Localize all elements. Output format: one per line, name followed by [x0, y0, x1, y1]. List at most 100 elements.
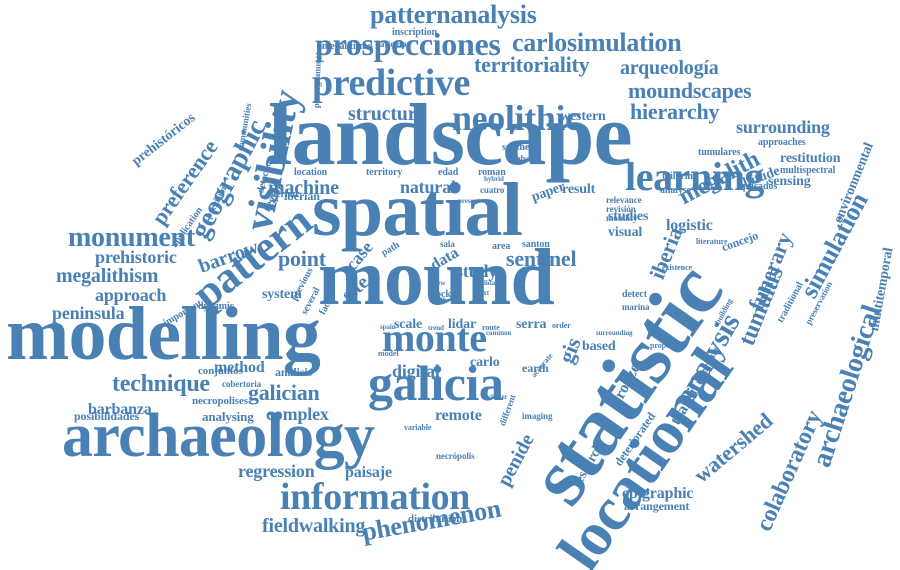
word-48: prehistoric — [95, 247, 177, 267]
word-95: necropolises — [192, 395, 248, 407]
word-70: logistic — [666, 217, 713, 234]
word-112: roman — [478, 167, 506, 178]
word-136: marina — [622, 302, 650, 312]
word-102: aplicados — [738, 181, 778, 192]
word-11: predictive — [312, 62, 471, 104]
word-46: posibilidades — [74, 409, 140, 423]
word-22: monument — [68, 222, 195, 253]
word-3: modelling — [6, 292, 321, 376]
word-142: properties — [650, 341, 685, 350]
word-131: area — [492, 241, 511, 252]
word-138: literature — [696, 237, 728, 246]
word-7: galicia — [368, 355, 504, 411]
word-114: iberian — [268, 189, 298, 200]
word-104: analyse — [660, 185, 691, 196]
word-158: surrounding — [596, 329, 633, 337]
word-12: learning — [625, 154, 765, 199]
word-8: information — [280, 476, 471, 518]
word-94: conjuntos — [198, 365, 243, 377]
word-105: relevance — [606, 195, 642, 205]
word-16: prospecciones — [315, 26, 501, 62]
word-73: result — [562, 182, 596, 197]
word-82: serra — [516, 317, 547, 332]
word-59: study — [456, 261, 498, 281]
word-152: hybrid — [484, 175, 504, 183]
word-41: remote — [435, 407, 482, 424]
word-43: galician — [248, 380, 320, 405]
word-103: tailoring — [662, 171, 698, 182]
word-24: hierarchy — [630, 99, 720, 124]
word-106: revisión — [606, 204, 636, 214]
word-29: simulation — [794, 188, 874, 303]
word-146: variable — [404, 423, 432, 432]
word-157: common — [486, 329, 512, 337]
word-50: peninsula — [52, 303, 125, 323]
word-28: surrounding — [736, 117, 830, 137]
word-156: lidar — [484, 279, 499, 287]
word-148: spain — [380, 323, 396, 331]
word-151: cuatro — [480, 185, 505, 195]
word-62: system — [262, 287, 302, 302]
word-135: detect — [622, 289, 647, 300]
word-60: digital — [392, 361, 440, 381]
word-108: southern — [502, 142, 539, 153]
word-78: multitemporal — [867, 246, 897, 333]
word-92: analysing — [202, 409, 254, 424]
word-117: attempt — [380, 39, 410, 49]
word-147: model — [378, 349, 399, 358]
word-110: territory — [366, 167, 403, 178]
word-133: route — [482, 323, 500, 332]
word-84: carlo — [470, 355, 500, 370]
word-132: sala — [440, 239, 455, 249]
word-17: patternanalysis — [370, 0, 537, 29]
word-6: archaeology — [62, 402, 375, 470]
word-1: spatial — [312, 168, 523, 252]
word-149: trend — [428, 324, 444, 332]
word-130: santon — [522, 239, 550, 250]
word-47: megalithism — [56, 265, 159, 287]
word-153: present — [458, 197, 480, 205]
word-51: point — [278, 246, 326, 271]
word-144: cluster — [488, 393, 508, 401]
word-61: method — [214, 359, 265, 376]
word-115: megalitismo — [322, 41, 373, 52]
word-2: mound — [318, 234, 555, 322]
word-98: western — [560, 109, 606, 124]
word-44: technique — [112, 371, 210, 397]
word-116: inscription — [392, 27, 438, 38]
word-81: lidar — [448, 317, 477, 332]
word-129: rock — [432, 289, 451, 300]
word-137: existence — [662, 263, 692, 272]
word-27: natural — [400, 177, 456, 197]
word-90: arrangement — [624, 499, 690, 513]
word-39: regression — [238, 461, 315, 481]
word-0: landscape — [268, 87, 633, 184]
word-32: tumulus — [734, 263, 790, 350]
word-80: scale — [394, 317, 423, 332]
word-71: visual — [608, 225, 643, 240]
word-143: imaging — [522, 411, 553, 421]
word-109: fieldwork — [508, 154, 541, 163]
word-159: view — [432, 279, 446, 287]
word-155: text — [478, 289, 489, 297]
word-19: territoriality — [474, 52, 590, 77]
word-42: complex — [266, 404, 329, 424]
word-100: approaches — [758, 137, 806, 148]
word-18: carlosimulation — [512, 28, 682, 57]
word-9: monte — [382, 315, 487, 360]
word-107: mobility — [606, 213, 638, 223]
word-111: edad — [438, 167, 459, 178]
word-52: sentinel — [506, 246, 577, 271]
word-49: approach — [95, 285, 167, 305]
word-64: iberian — [284, 189, 320, 203]
word-91: distribution — [408, 513, 463, 525]
word-67: gis — [553, 334, 586, 367]
word-26: machine — [268, 177, 339, 199]
word-101: multispectral — [780, 165, 836, 176]
word-85: earth — [522, 361, 549, 375]
word-45: barbanza — [88, 401, 152, 418]
word-21: moundscapes — [628, 78, 752, 103]
word-83: based — [582, 339, 616, 354]
word-124: dynamic — [198, 301, 234, 312]
